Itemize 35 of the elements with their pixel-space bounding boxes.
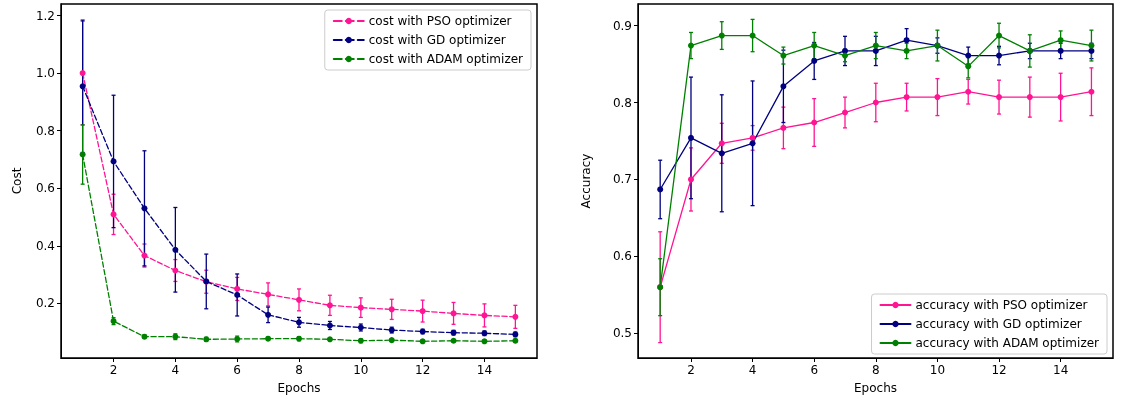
x-axis-title: Epochs [854, 381, 897, 395]
x-tick-label: 14 [476, 363, 493, 377]
x-tick-label: 4 [748, 363, 757, 377]
y-tick-label: 0.9 [612, 18, 632, 33]
x-tick-label: 6 [233, 363, 241, 377]
y-tick-label: 0.4 [35, 238, 55, 253]
x-tick-label: 4 [171, 363, 180, 377]
y-axis-title: Accuracy [579, 153, 593, 209]
legend-label: cost with PSO optimizer [368, 14, 512, 28]
y-tick-label: 0.8 [612, 95, 632, 110]
x-tick-label: 6 [810, 363, 819, 377]
x-tick-label: 10 [353, 363, 369, 377]
y-tick-label: 1.0 [35, 66, 55, 81]
legend-label: accuracy with ADAM optimizer [915, 336, 1100, 350]
y-tick-label: 0.5 [612, 326, 632, 341]
y-tick-label: 0.6 [35, 181, 55, 196]
y-axis-title: Cost [10, 167, 24, 195]
y-tick-label: 0.6 [612, 249, 632, 264]
x-tick-label: 2 [109, 363, 118, 377]
x-tick-label: 14 [1052, 363, 1069, 377]
x-tick-label: 2 [687, 363, 695, 377]
y-tick-label: 0.7 [612, 172, 632, 187]
x-tick-label: 12 [991, 363, 1007, 377]
x-tick-label: 12 [415, 363, 431, 377]
y-tick-label: 0.2 [35, 296, 55, 311]
y-tick-label: 0.8 [35, 123, 55, 138]
legend-label: accuracy with PSO optimizer [915, 298, 1088, 312]
legend-label: cost with GD optimizer [368, 33, 506, 47]
legend-label: accuracy with GD optimizer [915, 317, 1082, 331]
x-tick-label: 10 [929, 363, 946, 377]
x-axis-title: Epochs [277, 381, 321, 395]
x-tick-label: 8 [871, 363, 880, 377]
x-tick-label: 8 [295, 363, 303, 377]
y-tick-label: 1.2 [35, 8, 55, 23]
legend-label: cost with ADAM optimizer [368, 52, 524, 66]
